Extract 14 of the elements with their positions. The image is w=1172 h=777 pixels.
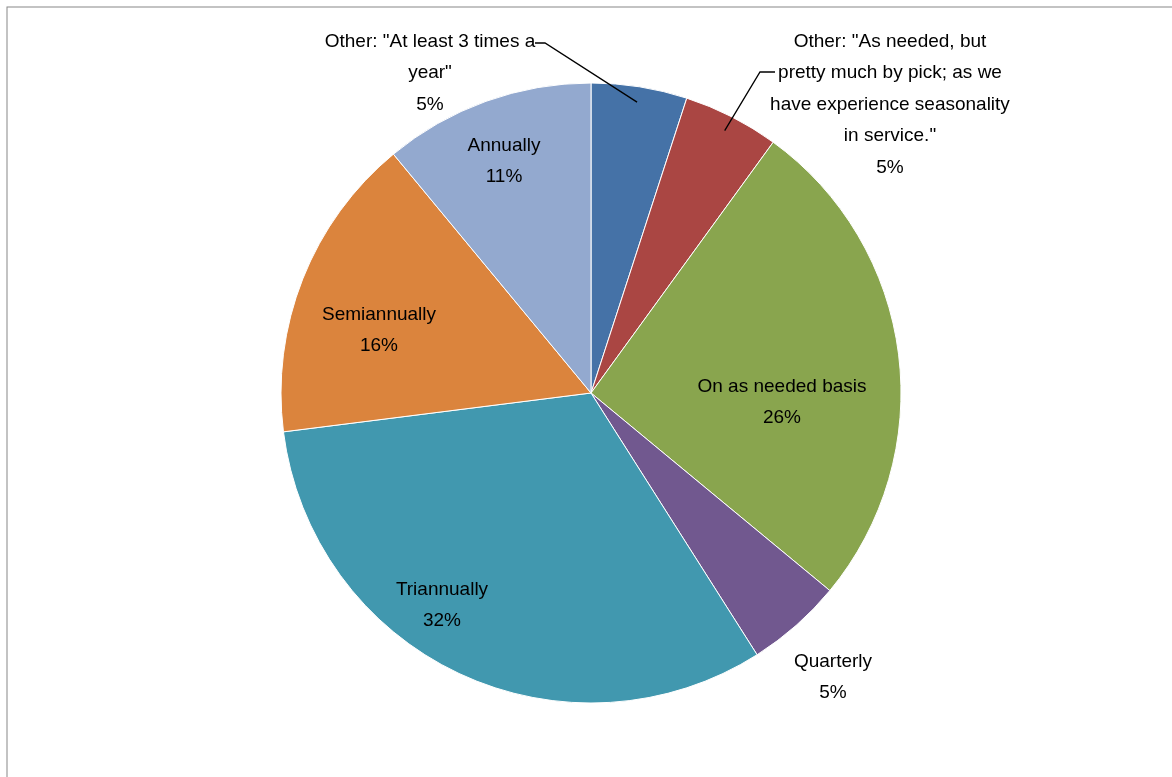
slice-label: Quarterly xyxy=(793,649,873,671)
slice-label: Other: "At least 3 times a year" xyxy=(324,29,536,83)
data-label: 32% xyxy=(422,609,462,631)
slice-label: Annually xyxy=(467,133,541,155)
data-label: 5% xyxy=(876,156,904,178)
data-label: 16% xyxy=(359,334,399,356)
data-label: 26% xyxy=(762,406,802,428)
slice-label: Other: "As needed, but pretty much by pick; as we have experience seasonality in service." xyxy=(770,29,1011,146)
data-label: 5% xyxy=(819,681,847,703)
data-label: 5% xyxy=(416,92,444,114)
slice-label: Triannually xyxy=(395,577,489,599)
data-label: 11% xyxy=(485,165,523,187)
slice-label: Semiannually xyxy=(321,302,437,324)
slice-label: On as needed basis xyxy=(697,374,867,396)
